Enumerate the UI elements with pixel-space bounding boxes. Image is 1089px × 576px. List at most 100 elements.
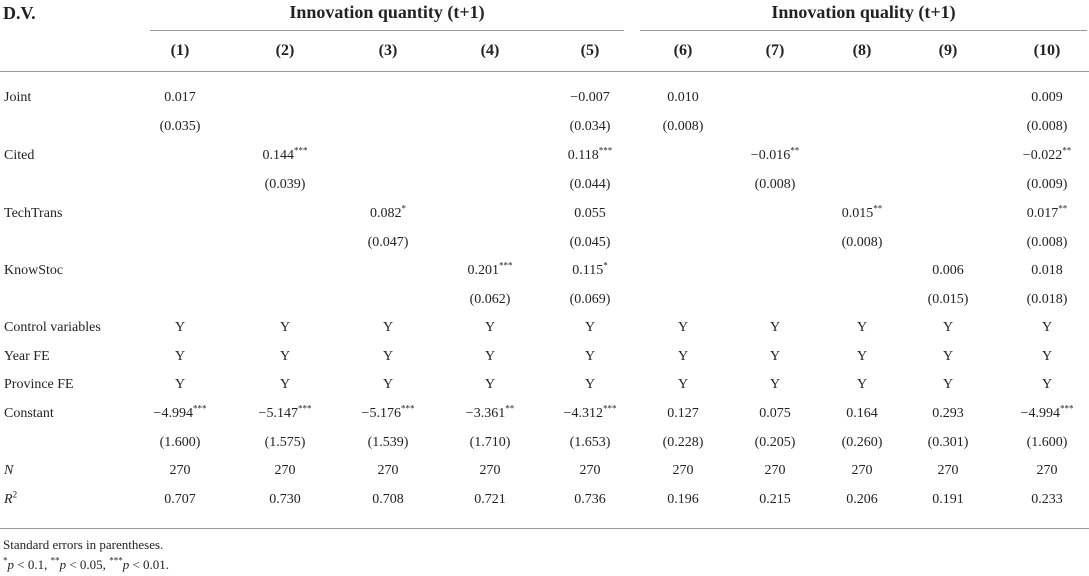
table-cell: Y bbox=[1041, 349, 1053, 364]
table-cell: Y bbox=[279, 349, 291, 364]
row-label: KnowStoc bbox=[4, 263, 64, 278]
table-cell: 0.082* bbox=[370, 203, 406, 221]
table-cell: (0.008) bbox=[662, 119, 704, 134]
table-cell: (0.228) bbox=[662, 435, 704, 450]
table-cell: 0.293 bbox=[932, 406, 964, 421]
table-cell: 270 bbox=[274, 463, 296, 478]
table-cell: (0.062) bbox=[469, 292, 511, 307]
column-header-7: (7) bbox=[765, 42, 785, 59]
table-cell: Y bbox=[677, 377, 689, 392]
column-header-10: (10) bbox=[1033, 42, 1061, 59]
table-cell: Y bbox=[856, 320, 868, 335]
column-header-8: (8) bbox=[852, 42, 872, 59]
column-header-2: (2) bbox=[275, 42, 295, 59]
table-cell: Y bbox=[1041, 377, 1053, 392]
table-cell: 0.017 bbox=[164, 90, 196, 105]
table-cell: 0.010 bbox=[667, 90, 699, 105]
table-cell: 0.233 bbox=[1031, 492, 1063, 507]
note-significance: *p < 0.1, **p < 0.05, ***p < 0.01. bbox=[3, 555, 170, 572]
column-header-9: (9) bbox=[938, 42, 958, 59]
table-cell: 0.115* bbox=[572, 260, 608, 278]
table-cell: 0.075 bbox=[759, 406, 791, 421]
table-cell: (0.034) bbox=[569, 119, 611, 134]
table-cell: 0.164 bbox=[846, 406, 878, 421]
table-cell: 0.708 bbox=[372, 492, 404, 507]
row-label: Constant bbox=[4, 406, 54, 421]
group-underline-quality bbox=[640, 30, 1087, 31]
column-header-1: (1) bbox=[170, 42, 190, 59]
table-cell: 0.196 bbox=[667, 492, 699, 507]
table-cell: Y bbox=[279, 320, 291, 335]
row-label: Joint bbox=[4, 90, 32, 105]
table-cell: Y bbox=[677, 349, 689, 364]
table-cell: 0.721 bbox=[474, 492, 506, 507]
table-cell: (0.047) bbox=[367, 235, 409, 250]
table-cell: Y bbox=[382, 377, 394, 392]
table-cell: (0.008) bbox=[1026, 119, 1068, 134]
dv-label: D.V. bbox=[3, 3, 36, 23]
table-cell: 0.730 bbox=[269, 492, 301, 507]
table-cell: (0.260) bbox=[841, 435, 883, 450]
table-cell: Y bbox=[856, 377, 868, 392]
table-cell: 0.006 bbox=[932, 263, 964, 278]
group-underline-quantity bbox=[150, 30, 624, 31]
table-cell: 270 bbox=[169, 463, 191, 478]
table-cell: (0.018) bbox=[1026, 292, 1068, 307]
table-cell: (0.009) bbox=[1026, 177, 1068, 192]
table-cell: −3.361** bbox=[465, 403, 515, 421]
table-cell: Y bbox=[484, 349, 496, 364]
row-label: Year FE bbox=[4, 349, 50, 364]
table-cell: 270 bbox=[579, 463, 601, 478]
table-cell: (0.069) bbox=[569, 292, 611, 307]
table-cell: (1.539) bbox=[367, 435, 409, 450]
column-header-5: (5) bbox=[580, 42, 600, 59]
table-cell: (1.600) bbox=[159, 435, 201, 450]
table-cell: Y bbox=[279, 377, 291, 392]
table-cell: (0.039) bbox=[264, 177, 306, 192]
table-cell: −0.016** bbox=[750, 145, 800, 163]
table-cell: Y bbox=[484, 377, 496, 392]
table-cell: −5.176*** bbox=[361, 403, 415, 421]
table-cell: Y bbox=[677, 320, 689, 335]
table-cell: (0.008) bbox=[1026, 235, 1068, 250]
table-cell: 0.118*** bbox=[567, 145, 613, 163]
table-cell: (1.600) bbox=[1026, 435, 1068, 450]
table-cell: Y bbox=[382, 349, 394, 364]
table-cell: −4.994*** bbox=[1020, 403, 1074, 421]
table-cell: (0.301) bbox=[927, 435, 969, 450]
table-cell: Y bbox=[174, 377, 186, 392]
table-cell: 0.215 bbox=[759, 492, 791, 507]
table-cell: −5.147*** bbox=[258, 403, 312, 421]
table-cell: (0.035) bbox=[159, 119, 201, 134]
table-cell: 0.018 bbox=[1031, 263, 1063, 278]
table-cell: 0.055 bbox=[574, 206, 606, 221]
table-cell: 0.707 bbox=[164, 492, 196, 507]
column-header-4: (4) bbox=[480, 42, 500, 59]
table-cell: Y bbox=[769, 349, 781, 364]
table-cell: Y bbox=[769, 377, 781, 392]
group-title-quality: Innovation quality (t+1) bbox=[771, 2, 956, 22]
table-cell: (0.015) bbox=[927, 292, 969, 307]
table-cell: Y bbox=[174, 320, 186, 335]
table-cell: −4.994*** bbox=[153, 403, 207, 421]
table-cell: 0.015** bbox=[841, 203, 883, 221]
table-cell: Y bbox=[174, 349, 186, 364]
table-cell: (0.008) bbox=[841, 235, 883, 250]
table-cell: 270 bbox=[851, 463, 873, 478]
row-label: Cited bbox=[4, 148, 35, 163]
table-cell: Y bbox=[942, 377, 954, 392]
table-cell: 0.191 bbox=[932, 492, 964, 507]
row-label: TechTrans bbox=[4, 206, 63, 221]
table-cell: 270 bbox=[937, 463, 959, 478]
table-cell: (0.045) bbox=[569, 235, 611, 250]
table-cell: 270 bbox=[672, 463, 694, 478]
table-cell: (1.710) bbox=[469, 435, 511, 450]
table-cell: Y bbox=[1041, 320, 1053, 335]
column-header-3: (3) bbox=[378, 42, 398, 59]
table-cell: (1.653) bbox=[569, 435, 611, 450]
table-cell: 0.009 bbox=[1031, 90, 1063, 105]
table-cell: 270 bbox=[764, 463, 786, 478]
table-cell: Y bbox=[382, 320, 394, 335]
row-label: Province FE bbox=[4, 377, 74, 392]
